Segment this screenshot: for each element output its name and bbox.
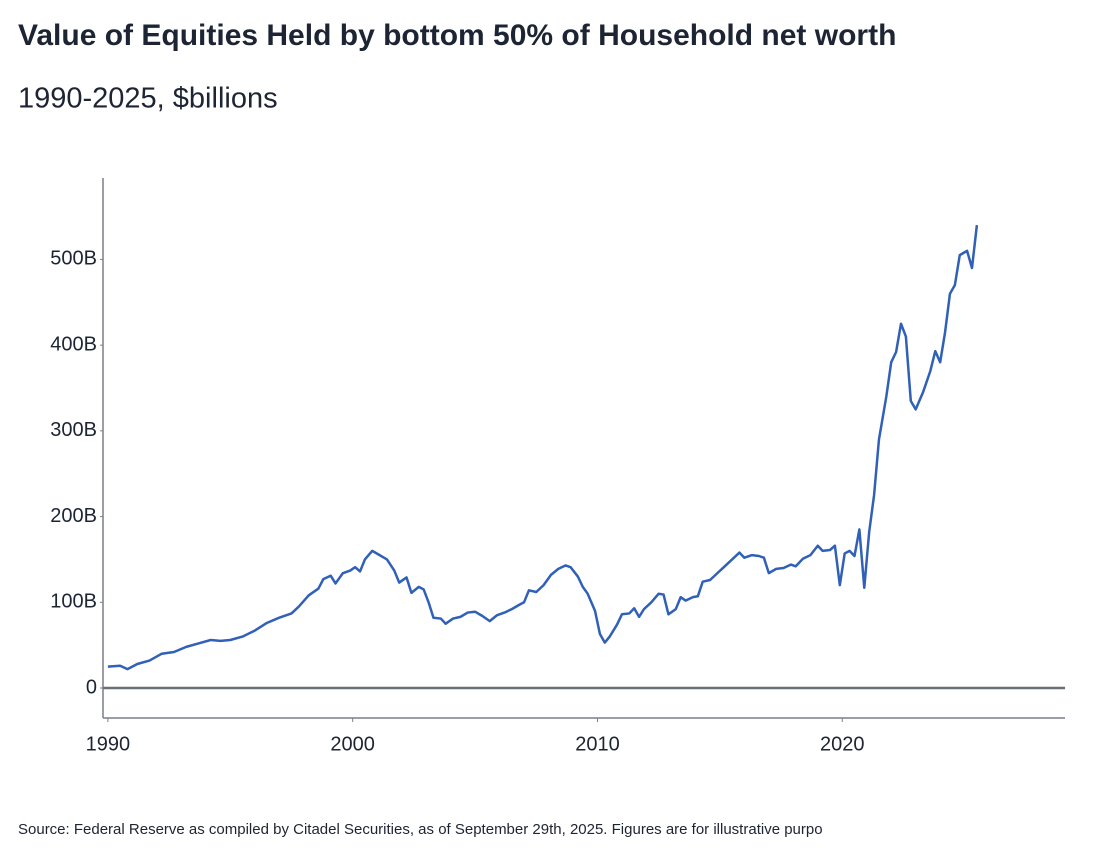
x-tick-label: 2020 — [820, 733, 865, 755]
y-tick-label: 100B — [50, 591, 97, 613]
source-note: Source: Federal Reserve as compiled by C… — [18, 821, 823, 838]
chart-title: Value of Equities Held by bottom 50% of … — [18, 19, 896, 52]
x-tick-label: 2010 — [575, 733, 620, 755]
y-tick-label: 400B — [50, 333, 97, 355]
y-tick-label: 200B — [50, 505, 97, 527]
data-line — [107, 224, 979, 671]
x-tick-label: 2000 — [330, 733, 375, 755]
y-tick-label: 300B — [50, 419, 97, 441]
y-tick-label: 0 — [86, 676, 97, 698]
y-tick-label: 500B — [50, 248, 97, 270]
x-tick-label: 1990 — [86, 733, 131, 755]
chart-subtitle: 1990-2025, $billions — [18, 83, 278, 115]
